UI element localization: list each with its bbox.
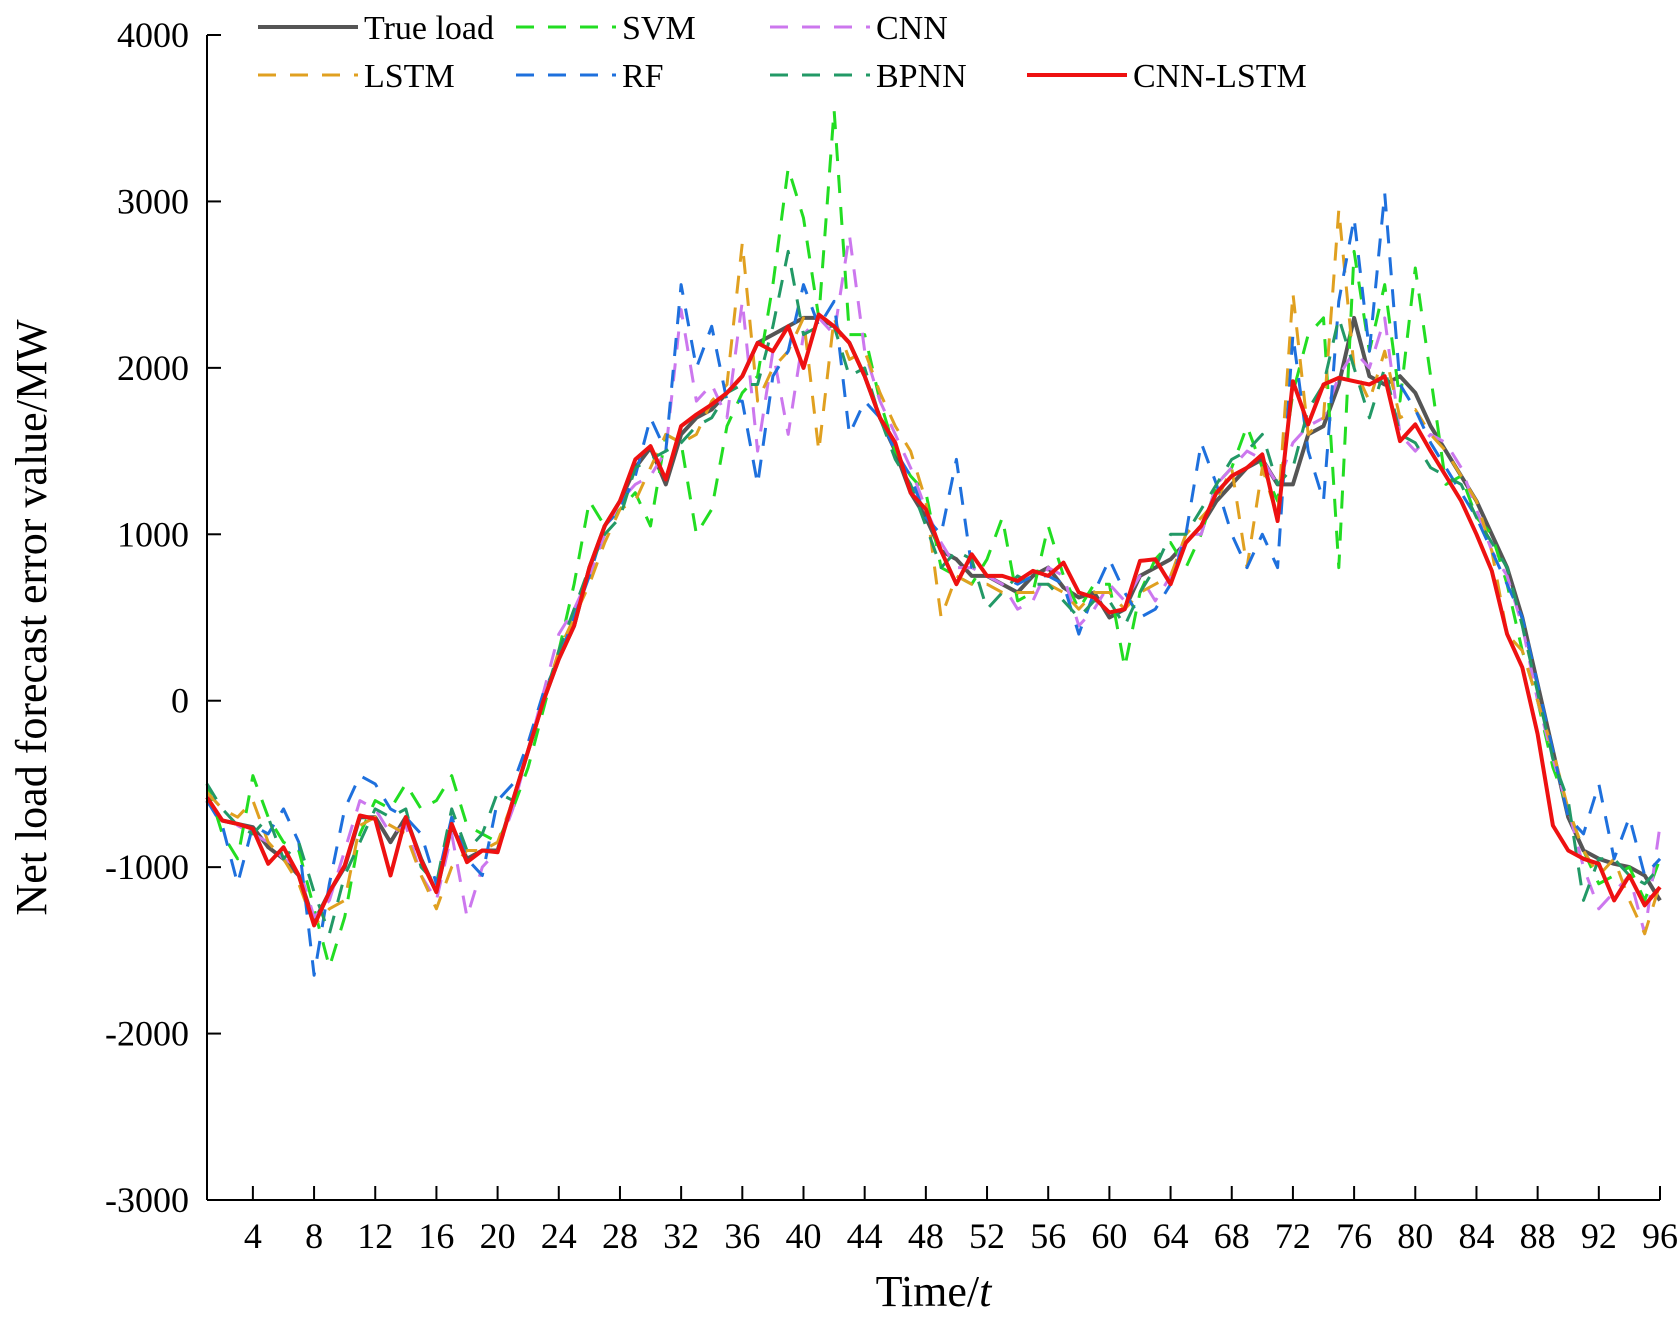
series-line-lstm [205, 208, 1662, 936]
x-axis-label-prefix: Time/ [876, 1267, 980, 1316]
x-tick-label: 20 [480, 1216, 516, 1256]
legend-label: SVM [622, 10, 696, 47]
legend-label: CNN [876, 10, 948, 47]
x-tick-label: 32 [663, 1216, 699, 1256]
x-tick-label: 16 [418, 1216, 454, 1256]
x-axis-label-variable: t [979, 1267, 993, 1316]
series-line-cnn [205, 233, 1662, 936]
legend: True load SVM CNN LSTM RF BPNN CNN-LSTM [258, 10, 1307, 95]
series-line-true-load [205, 315, 1662, 925]
legend-label: CNN-LSTM [1133, 58, 1307, 95]
legend-label: LSTM [364, 58, 455, 95]
y-tick-label: 4000 [117, 15, 189, 55]
x-tick-label: 48 [908, 1216, 944, 1256]
series-line-rf [205, 191, 1662, 977]
legend-label: BPNN [876, 58, 967, 95]
y-tick-label: 0 [171, 681, 189, 721]
y-tick-label: -1000 [105, 847, 189, 887]
x-tick-label: 88 [1520, 1216, 1556, 1256]
x-tick-label: 28 [602, 1216, 638, 1256]
x-tick-label: 12 [357, 1216, 393, 1256]
label-layer: Net load forecast error value/MW Time/t [7, 319, 993, 1316]
x-tick-label: 52 [969, 1216, 1005, 1256]
x-tick-label: 8 [305, 1216, 323, 1256]
x-tick-label: 56 [1030, 1216, 1066, 1256]
x-tick-label: 60 [1091, 1216, 1127, 1256]
x-tick-label: 44 [847, 1216, 883, 1256]
x-tick-label: 40 [785, 1216, 821, 1256]
y-tick-label: -2000 [105, 1014, 189, 1054]
x-tick-label: 96 [1642, 1216, 1678, 1256]
x-tick-label: 64 [1153, 1216, 1189, 1256]
x-tick-label: 24 [541, 1216, 577, 1256]
series-line-bpnn [205, 249, 1662, 936]
x-tick-label: 4 [244, 1216, 262, 1256]
series-layer [205, 108, 1662, 977]
legend-label: True load [364, 10, 494, 47]
y-tick-label: 1000 [117, 514, 189, 554]
x-tick-label: 72 [1275, 1216, 1311, 1256]
series-line-cnn-lstm [205, 312, 1662, 928]
y-tick-label: -3000 [105, 1180, 189, 1220]
x-tick-label: 76 [1336, 1216, 1372, 1256]
y-axis-label: Net load forecast error value/MW [7, 319, 56, 916]
x-tick-label: 36 [724, 1216, 760, 1256]
x-axis-label: Time/t [876, 1267, 994, 1316]
y-tick-label: 2000 [117, 348, 189, 388]
x-tick-label: 92 [1581, 1216, 1617, 1256]
x-tick-label: 84 [1458, 1216, 1494, 1256]
x-tick-label: 68 [1214, 1216, 1250, 1256]
y-tick-label: 3000 [117, 181, 189, 221]
legend-label: RF [622, 58, 664, 95]
x-tick-label: 80 [1397, 1216, 1433, 1256]
